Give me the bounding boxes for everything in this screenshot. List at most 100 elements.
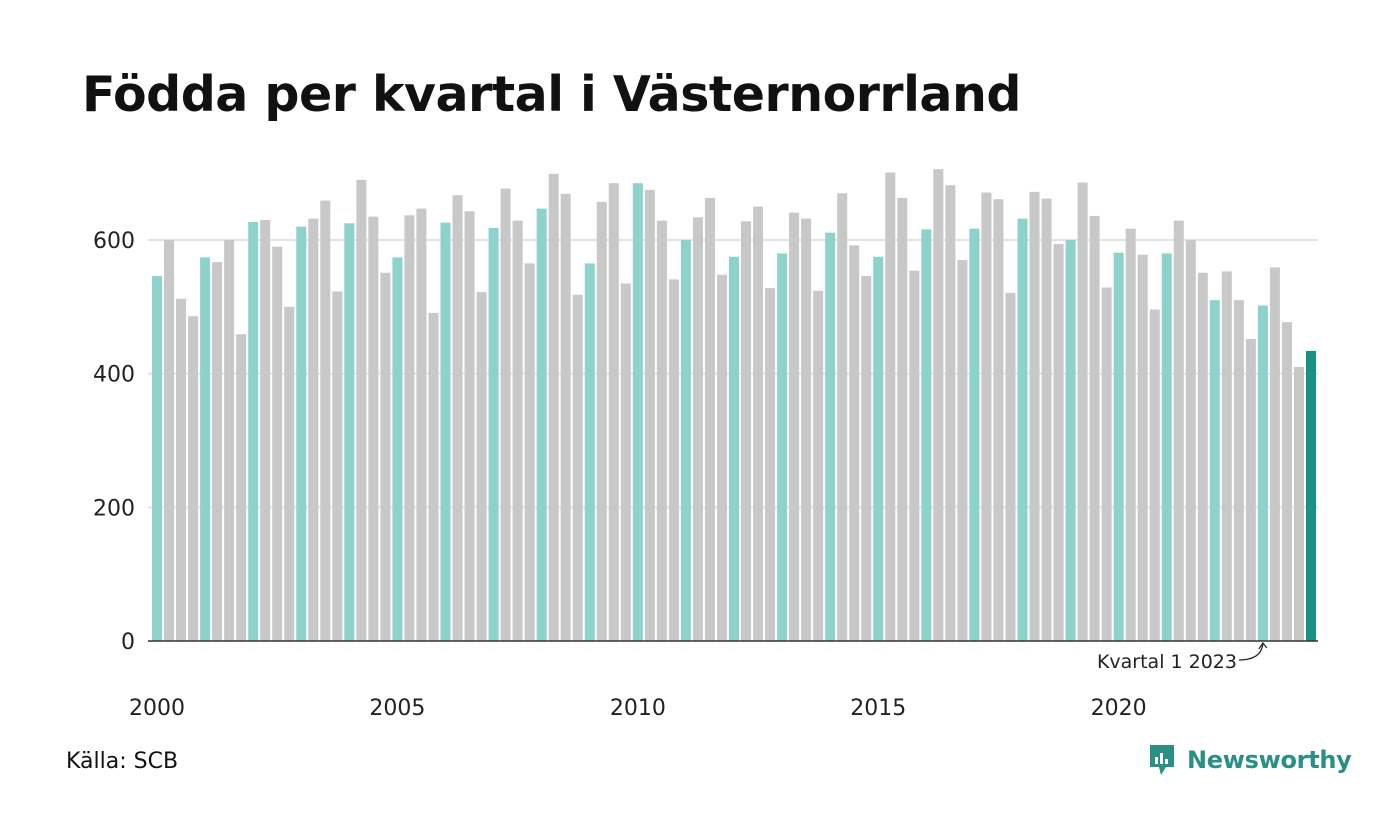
x-tick-label: 2005 bbox=[369, 696, 425, 721]
bar-2022-q3 bbox=[1233, 300, 1244, 641]
bar-2001-q3 bbox=[224, 240, 235, 641]
bar-2011-q3 bbox=[704, 197, 715, 641]
annotation-arrowhead bbox=[1258, 641, 1268, 650]
bar-2015-q3 bbox=[897, 197, 908, 641]
annotation-label: Kvartal 1 2023 bbox=[1097, 651, 1237, 673]
bar-2013-q3 bbox=[801, 218, 812, 642]
annotation: Kvartal 1 2023 bbox=[1097, 641, 1268, 673]
bar-2001-q1 bbox=[200, 257, 211, 641]
bar-2008-q2 bbox=[548, 173, 559, 641]
bar-2018-q2 bbox=[1029, 191, 1040, 641]
bar-2016-q3 bbox=[945, 185, 956, 641]
bar-2006-q2 bbox=[452, 195, 463, 641]
bar-2005-q4 bbox=[428, 312, 439, 641]
bar-2003-q1 bbox=[296, 226, 307, 641]
bar-2001-q4 bbox=[236, 334, 247, 641]
bar-2003-q3 bbox=[320, 200, 331, 641]
bar-2013-q2 bbox=[789, 212, 800, 641]
bar-2013-q4 bbox=[813, 290, 824, 641]
bar-2019-q2 bbox=[1077, 182, 1088, 641]
y-tick-label: 200 bbox=[93, 496, 135, 521]
bar-2014-q2 bbox=[837, 193, 848, 641]
bar-2022-q1 bbox=[1209, 300, 1220, 641]
bar-2008-q1 bbox=[536, 208, 547, 641]
bar-2023-q2 bbox=[1269, 267, 1280, 641]
bar-2014-q1 bbox=[825, 232, 836, 641]
x-tick-label: 2010 bbox=[610, 696, 666, 721]
bar-2020-q3 bbox=[1137, 254, 1148, 641]
bar-2006-q1 bbox=[440, 222, 451, 641]
bar-chart: 0 200 400 600 2000 2005 2010 2015 2020 Kvartal 1… bbox=[93, 169, 1318, 721]
bar-2004-q4 bbox=[380, 272, 391, 641]
bar-2019-q1 bbox=[1065, 240, 1076, 641]
bar-2007-q4 bbox=[524, 263, 535, 641]
bar-2012-q2 bbox=[741, 221, 752, 642]
bar-2009-q3 bbox=[608, 183, 619, 641]
bar-2002-q3 bbox=[272, 246, 283, 641]
bar-2017-q4 bbox=[1005, 292, 1016, 641]
bar-2021-q1 bbox=[1161, 253, 1172, 641]
bar-2002-q4 bbox=[284, 306, 295, 641]
bar-2003-q2 bbox=[308, 218, 319, 642]
bar-2016-q1 bbox=[921, 229, 932, 641]
source-label: Källa: SCB bbox=[66, 749, 179, 774]
bar-2011-q2 bbox=[692, 217, 703, 641]
bar-2007-q1 bbox=[488, 227, 499, 641]
bar-2009-q2 bbox=[596, 201, 607, 641]
y-tick-label: 0 bbox=[121, 630, 135, 655]
bar-2023-q1 bbox=[1257, 305, 1268, 641]
bar-2020-q2 bbox=[1125, 228, 1136, 641]
bar-2022-q2 bbox=[1221, 271, 1232, 641]
bar-2018-q4 bbox=[1053, 244, 1064, 641]
x-tick-label: 2000 bbox=[129, 696, 185, 721]
newsworthy-bar-chart-icon bbox=[1150, 745, 1174, 775]
x-tick-label: 2015 bbox=[850, 696, 906, 721]
bar-2015-q4 bbox=[909, 270, 920, 641]
bar-2005-q1 bbox=[392, 257, 403, 641]
bar-2019-q4 bbox=[1101, 287, 1112, 641]
bar-2012-q1 bbox=[728, 256, 740, 641]
bar-2019-q3 bbox=[1089, 215, 1100, 641]
axes: 0 200 400 600 2000 2005 2010 2015 2020 bbox=[93, 229, 1318, 721]
brand-logo: Newsworthy bbox=[1147, 742, 1352, 778]
bar-2021-q2 bbox=[1173, 220, 1184, 641]
bar-2003-q4 bbox=[332, 291, 343, 641]
bar-2017-q1 bbox=[969, 228, 980, 641]
bar-2002-q2 bbox=[260, 219, 271, 641]
bar-2021-q3 bbox=[1185, 240, 1196, 641]
bar-2005-q3 bbox=[416, 208, 427, 641]
bar-2004-q3 bbox=[368, 216, 379, 642]
bar-2017-q3 bbox=[993, 199, 1004, 642]
chart-title: Födda per kvartal i Västernorrland bbox=[82, 66, 1021, 123]
bar-2008-q3 bbox=[560, 193, 571, 641]
x-tick-label: 2020 bbox=[1091, 696, 1147, 721]
bar-2006-q4 bbox=[476, 292, 487, 641]
bar-2011-q4 bbox=[716, 274, 727, 641]
bar-2011-q1 bbox=[680, 240, 691, 641]
bar-2009-q4 bbox=[620, 283, 631, 641]
bar-2010-q1 bbox=[632, 183, 643, 641]
bar-2010-q3 bbox=[656, 220, 667, 641]
bar-2015-q2 bbox=[885, 172, 896, 641]
bar-2020-q1 bbox=[1113, 252, 1124, 641]
bar-2010-q2 bbox=[644, 189, 655, 642]
bar-2002-q1 bbox=[248, 221, 259, 641]
bar-2010-q4 bbox=[668, 279, 679, 641]
y-tick-label: 400 bbox=[93, 363, 135, 388]
bar-2023-q3 bbox=[1281, 322, 1292, 641]
bar-2000-q4 bbox=[188, 316, 199, 641]
bar-2007-q2 bbox=[500, 188, 511, 642]
bar-2017-q2 bbox=[981, 192, 992, 642]
brand-name: Newsworthy bbox=[1187, 746, 1352, 774]
bar-2008-q4 bbox=[572, 294, 583, 641]
bar-2013-q1 bbox=[777, 253, 788, 641]
bar-2016-q4 bbox=[957, 260, 968, 641]
bar-2007-q3 bbox=[512, 220, 523, 641]
y-tick-label: 600 bbox=[93, 229, 135, 254]
bar-2023-q4 bbox=[1293, 366, 1304, 641]
bar-2009-q1 bbox=[584, 263, 595, 641]
bar-2004-q1 bbox=[344, 223, 355, 642]
bar-2000-q3 bbox=[176, 298, 187, 641]
bar-2000-q2 bbox=[164, 240, 175, 641]
bar-2001-q2 bbox=[212, 262, 223, 641]
